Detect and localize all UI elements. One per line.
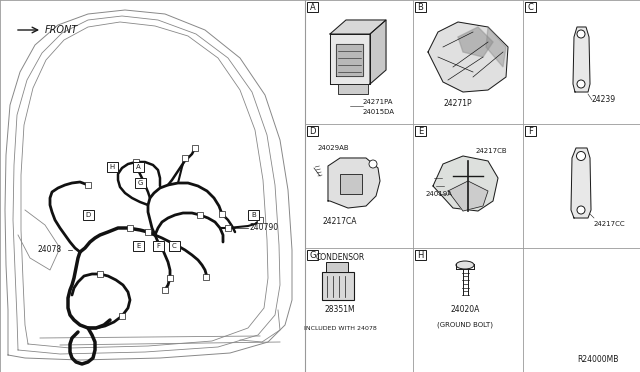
- Bar: [322, 272, 354, 300]
- Text: 24078: 24078: [38, 246, 62, 254]
- Text: 240790: 240790: [250, 224, 279, 232]
- Text: D: D: [309, 126, 316, 135]
- Polygon shape: [330, 20, 386, 34]
- Bar: [415, 250, 426, 260]
- Text: B: B: [251, 212, 256, 218]
- Ellipse shape: [456, 261, 474, 269]
- Text: G: G: [309, 250, 316, 260]
- Text: (GROUND BOLT): (GROUND BOLT): [437, 322, 493, 328]
- Polygon shape: [458, 27, 493, 57]
- Bar: [133, 159, 139, 165]
- Text: B: B: [417, 3, 424, 12]
- Polygon shape: [336, 44, 363, 76]
- Polygon shape: [330, 34, 370, 84]
- Bar: [525, 2, 536, 12]
- Bar: [85, 182, 91, 188]
- Bar: [127, 225, 133, 231]
- Text: A: A: [310, 3, 316, 12]
- Text: 24217CB: 24217CB: [476, 148, 508, 154]
- Text: FRONT: FRONT: [45, 25, 78, 35]
- Text: C: C: [172, 243, 177, 249]
- Bar: [257, 217, 263, 223]
- Bar: [338, 84, 368, 94]
- Bar: [133, 241, 144, 251]
- Text: E: E: [418, 126, 423, 135]
- Text: F: F: [528, 126, 533, 135]
- Bar: [326, 262, 348, 272]
- Polygon shape: [571, 148, 591, 218]
- Text: 24239: 24239: [592, 96, 616, 105]
- Text: H: H: [110, 164, 115, 170]
- Circle shape: [577, 30, 585, 38]
- Text: 24019A: 24019A: [426, 191, 453, 197]
- Circle shape: [577, 80, 585, 88]
- Bar: [182, 155, 188, 161]
- Bar: [97, 271, 103, 277]
- Bar: [167, 275, 173, 281]
- Bar: [415, 2, 426, 12]
- Polygon shape: [486, 27, 506, 67]
- Bar: [153, 241, 164, 251]
- Polygon shape: [370, 20, 386, 84]
- Text: R24000MB: R24000MB: [577, 356, 619, 365]
- Polygon shape: [428, 22, 508, 92]
- Bar: [340, 174, 362, 194]
- Text: CONDENSOR: CONDENSOR: [316, 253, 365, 263]
- Bar: [219, 211, 225, 217]
- Text: F: F: [157, 243, 161, 249]
- Text: G: G: [138, 180, 143, 186]
- Polygon shape: [433, 156, 498, 211]
- Text: 24015DA: 24015DA: [363, 109, 395, 115]
- Bar: [307, 2, 318, 12]
- Text: 24271PA: 24271PA: [363, 99, 394, 105]
- Bar: [119, 313, 125, 319]
- Text: 24020A: 24020A: [451, 305, 480, 314]
- Bar: [203, 274, 209, 280]
- Text: D: D: [86, 212, 91, 218]
- Text: INCLUDED WITH 24078: INCLUDED WITH 24078: [303, 326, 376, 330]
- Bar: [162, 287, 168, 293]
- Text: C: C: [527, 3, 533, 12]
- Polygon shape: [448, 181, 488, 211]
- Text: H: H: [417, 250, 424, 260]
- Text: A: A: [136, 164, 141, 170]
- Polygon shape: [573, 27, 590, 92]
- Bar: [248, 210, 259, 220]
- Bar: [83, 210, 94, 220]
- Text: E: E: [136, 243, 141, 249]
- Bar: [192, 145, 198, 151]
- Bar: [135, 178, 146, 188]
- Bar: [169, 241, 180, 251]
- Bar: [225, 225, 231, 231]
- Bar: [133, 162, 144, 172]
- Polygon shape: [328, 158, 380, 208]
- Circle shape: [577, 151, 586, 160]
- Text: 24271P: 24271P: [444, 99, 472, 109]
- Circle shape: [577, 206, 585, 214]
- Text: 24217CA: 24217CA: [323, 217, 357, 225]
- Bar: [525, 126, 536, 136]
- Bar: [307, 126, 318, 136]
- Text: 24217CC: 24217CC: [594, 221, 626, 227]
- Bar: [145, 229, 151, 235]
- Bar: [107, 162, 118, 172]
- Text: 28351M: 28351M: [324, 305, 355, 314]
- Bar: [307, 250, 318, 260]
- Bar: [415, 126, 426, 136]
- Bar: [197, 212, 203, 218]
- Text: 24029AB: 24029AB: [318, 145, 349, 151]
- Circle shape: [369, 160, 377, 168]
